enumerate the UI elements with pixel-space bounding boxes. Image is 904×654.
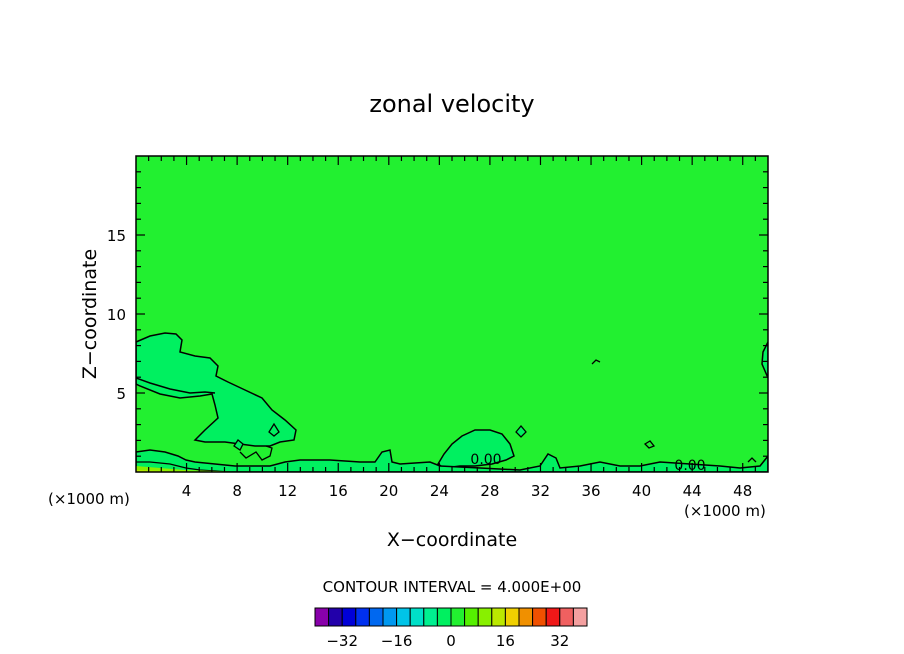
colorbar-swatch bbox=[532, 607, 547, 627]
colorbar-swatch bbox=[436, 607, 452, 627]
x-tick-label: 16 bbox=[329, 482, 348, 500]
colorbar-tick-label: −16 bbox=[381, 632, 413, 650]
y-axis: 5 10 15 bbox=[107, 171, 768, 457]
x-unit-left: (×1000 m) bbox=[48, 490, 130, 508]
colorbar-swatch bbox=[355, 607, 370, 627]
y-tick-label: 5 bbox=[116, 385, 126, 403]
colorbar-swatch bbox=[545, 607, 561, 627]
contour-fields bbox=[136, 332, 768, 472]
contour-line-bottom bbox=[136, 461, 231, 472]
x-unit-right: (×1000 m) bbox=[684, 502, 766, 520]
contour-blob bbox=[747, 457, 757, 463]
colorbar-swatch bbox=[491, 607, 506, 627]
colorbar-swatch bbox=[504, 607, 520, 627]
x-tick-label: 12 bbox=[278, 482, 297, 500]
x-tick-label: 20 bbox=[379, 482, 398, 500]
y-tick-label: 10 bbox=[107, 306, 126, 324]
contour-band-lowest bbox=[136, 466, 250, 472]
contour-blob bbox=[591, 359, 601, 365]
contour-blob bbox=[268, 422, 280, 437]
contour-blob bbox=[643, 440, 656, 449]
x-tick-label: 48 bbox=[733, 482, 752, 500]
colorbar-tick-label: −32 bbox=[326, 632, 358, 650]
contour-blob bbox=[515, 424, 527, 438]
y-tick-label: 15 bbox=[107, 227, 126, 245]
colorbar-swatch bbox=[328, 607, 343, 627]
colorbar-tick-label: 0 bbox=[446, 632, 456, 650]
colorbar-swatch bbox=[368, 607, 384, 627]
x-tick-label: 44 bbox=[683, 482, 702, 500]
contour-region-right bbox=[761, 341, 768, 379]
colorbar-swatch bbox=[423, 607, 438, 627]
x-tick-label: 32 bbox=[531, 482, 550, 500]
colorbar-swatch bbox=[409, 607, 425, 627]
contour-region-left bbox=[136, 332, 297, 447]
colorbar-swatch bbox=[477, 607, 493, 627]
contour-label: 0.00 bbox=[674, 458, 705, 474]
contour-band-bottom bbox=[136, 449, 768, 472]
x-axis: 4 8 12 16 20 24 28 32 36 40 44 48 bbox=[148, 156, 756, 500]
x-tick-label: 36 bbox=[581, 482, 600, 500]
colorbar-tick-label: 16 bbox=[496, 632, 515, 650]
contour-line-left-inner bbox=[136, 377, 216, 394]
colorbar-swatch bbox=[382, 607, 398, 627]
x-tick-label: 40 bbox=[632, 482, 651, 500]
contour-interval: CONTOUR INTERVAL = 4.000E+00 bbox=[323, 578, 582, 596]
chart-title: zonal velocity bbox=[369, 90, 534, 118]
x-axis-label: X−coordinate bbox=[387, 529, 517, 551]
x-tick-label: 8 bbox=[232, 482, 242, 500]
colorbar-swatch bbox=[464, 607, 479, 627]
contour-blob bbox=[233, 439, 244, 451]
colorbar-tick-label: 32 bbox=[550, 632, 569, 650]
colorbar-swatch bbox=[572, 607, 588, 627]
colorbar-swatch bbox=[559, 607, 574, 627]
x-tick-label: 24 bbox=[430, 482, 449, 500]
colorbar-swatch bbox=[341, 607, 357, 627]
x-tick-label: 4 bbox=[182, 482, 192, 500]
colorbar-swatch bbox=[396, 607, 411, 627]
contour-region-mid bbox=[436, 429, 515, 469]
colorbar-swatch bbox=[450, 607, 466, 627]
colorbar-swatch bbox=[518, 607, 534, 627]
x-tick-label: 28 bbox=[480, 482, 499, 500]
colorbar-swatch bbox=[314, 607, 330, 627]
contour-blob bbox=[239, 445, 273, 461]
contour-label: 0.00 bbox=[470, 452, 501, 468]
colorbar: −32 −16 0 16 32 bbox=[314, 607, 588, 650]
y-axis-label: Z−coordinate bbox=[79, 249, 101, 379]
